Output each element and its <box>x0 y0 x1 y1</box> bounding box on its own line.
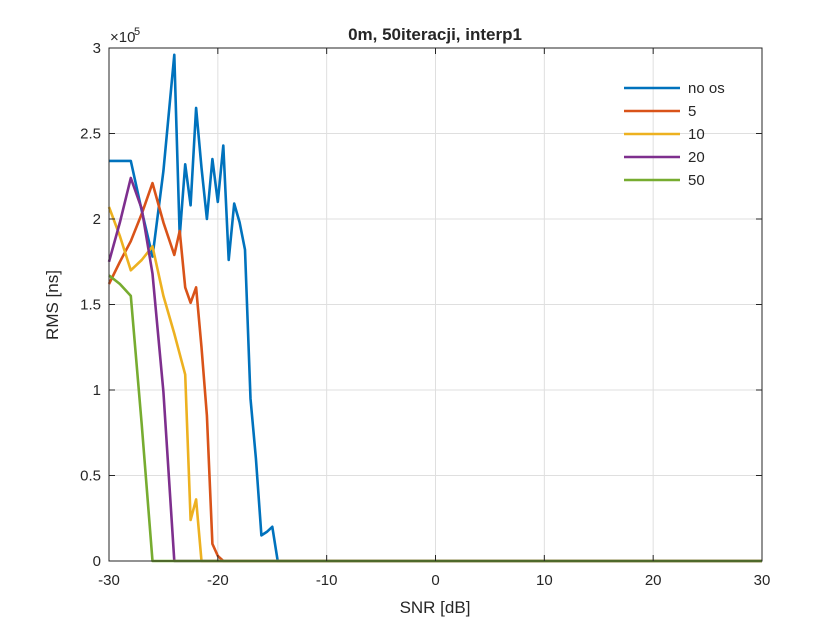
x-tick-label: -20 <box>207 572 229 589</box>
x-tick-label: 20 <box>645 572 662 589</box>
y-exponent-label: ×10 5 <box>110 26 140 46</box>
legend-label: 20 <box>688 149 705 166</box>
y-tick-label: 3 <box>93 40 101 57</box>
y-tick-label: 1.5 <box>80 297 101 314</box>
y-tick-label: 2.5 <box>80 126 101 143</box>
y-tick-label: 1 <box>93 382 101 399</box>
y-tick-label: 0 <box>93 553 101 570</box>
x-tick-label: 30 <box>754 572 771 589</box>
y-exponent-power: 5 <box>134 26 140 38</box>
y-exponent-base: ×10 <box>110 29 135 46</box>
legend-label: 50 <box>688 172 705 189</box>
y-axis-label: RMS [ns] <box>43 270 62 340</box>
chart-title: 0m, 50iteracji, interp1 <box>348 25 522 44</box>
x-tick-label: -10 <box>316 572 338 589</box>
legend: no os 5 10 20 50 <box>624 80 725 189</box>
x-axis-ticks: -30 -20 -10 0 10 20 30 <box>98 48 770 589</box>
x-tick-label: -30 <box>98 572 120 589</box>
x-axis-label: SNR [dB] <box>400 598 471 617</box>
x-tick-label: 0 <box>431 572 439 589</box>
y-tick-label: 0.5 <box>80 468 101 485</box>
x-tick-label: 10 <box>536 572 553 589</box>
legend-label: no os <box>688 80 725 97</box>
legend-label: 5 <box>688 103 696 120</box>
y-axis-ticks: 0 0.5 1 1.5 2 2.5 3 <box>80 40 762 570</box>
y-tick-label: 2 <box>93 211 101 228</box>
legend-label: 10 <box>688 126 705 143</box>
